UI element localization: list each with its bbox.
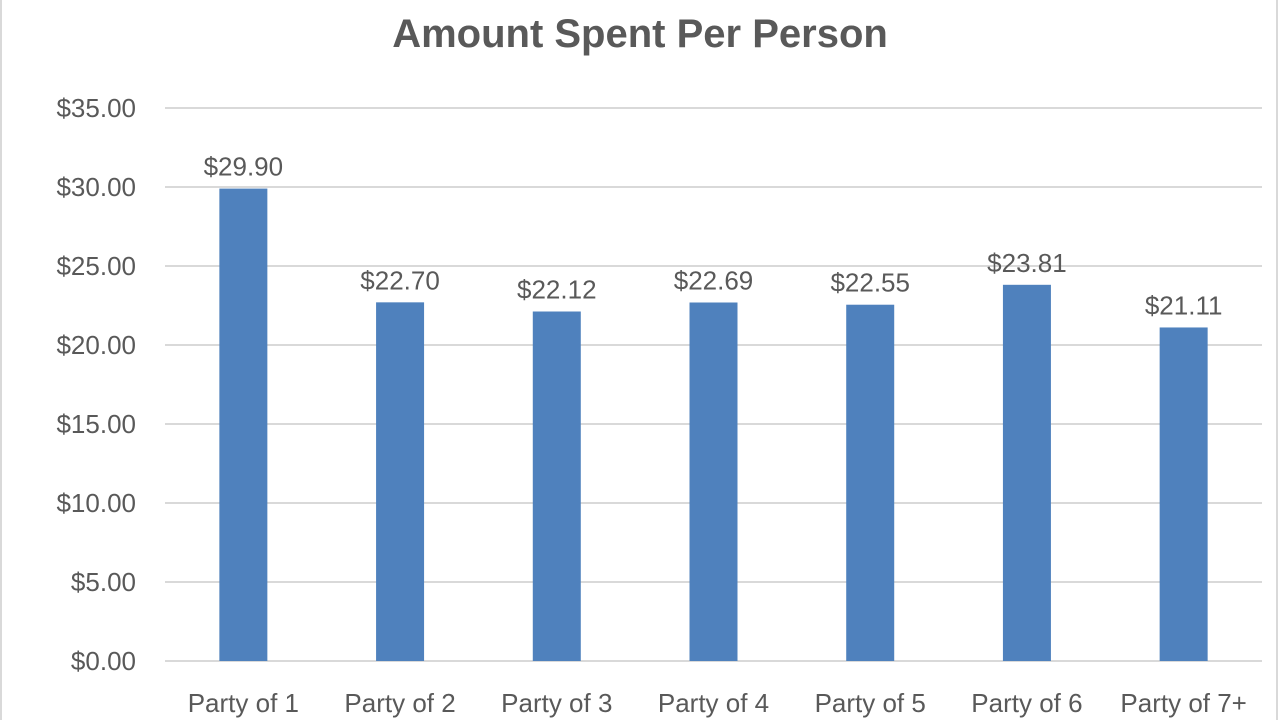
y-tick-label: $0.00	[71, 646, 136, 676]
data-label: $21.11	[1145, 290, 1223, 320]
y-tick-label: $15.00	[56, 409, 136, 439]
bar	[1159, 327, 1208, 661]
bars	[219, 188, 1208, 661]
bar	[1002, 284, 1051, 661]
x-axis-category-labels: Party of 1 Party of 2 Party of 3 Party of 4…	[188, 688, 1247, 718]
x-category-label: Party of 2	[344, 688, 455, 718]
y-tick-label: $30.00	[56, 172, 136, 202]
chart-title: Amount Spent Per Person	[392, 12, 888, 56]
y-tick-label: $35.00	[56, 93, 136, 123]
bar	[846, 304, 895, 661]
bar	[219, 188, 268, 661]
y-tick-label: $25.00	[56, 251, 136, 281]
x-category-label: Party of 1	[188, 688, 299, 718]
x-category-label: Party of 3	[501, 688, 612, 718]
bar	[532, 311, 581, 661]
data-label: $22.55	[830, 268, 910, 298]
x-category-label: Party of 7+	[1120, 688, 1246, 718]
y-axis-tick-labels: $0.00 $5.00 $10.00 $15.00 $20.00 $25.00 $30.00…	[56, 93, 136, 676]
x-category-label: Party of 6	[971, 688, 1082, 718]
bar	[689, 302, 738, 661]
y-tick-label: $5.00	[71, 567, 136, 597]
y-tick-label: $10.00	[56, 488, 136, 518]
data-label: $23.81	[987, 248, 1067, 278]
bar	[376, 302, 425, 661]
x-category-label: Party of 5	[815, 688, 926, 718]
data-label: $22.70	[360, 265, 440, 295]
y-tick-label: $20.00	[56, 330, 136, 360]
data-label: $22.69	[674, 265, 754, 295]
data-labels: $29.90 $22.70 $22.12 $22.69 $22.55 $23.81 $21.…	[204, 152, 1223, 321]
data-label: $29.90	[204, 152, 284, 182]
x-category-label: Party of 4	[658, 688, 769, 718]
data-label: $22.12	[517, 275, 597, 305]
